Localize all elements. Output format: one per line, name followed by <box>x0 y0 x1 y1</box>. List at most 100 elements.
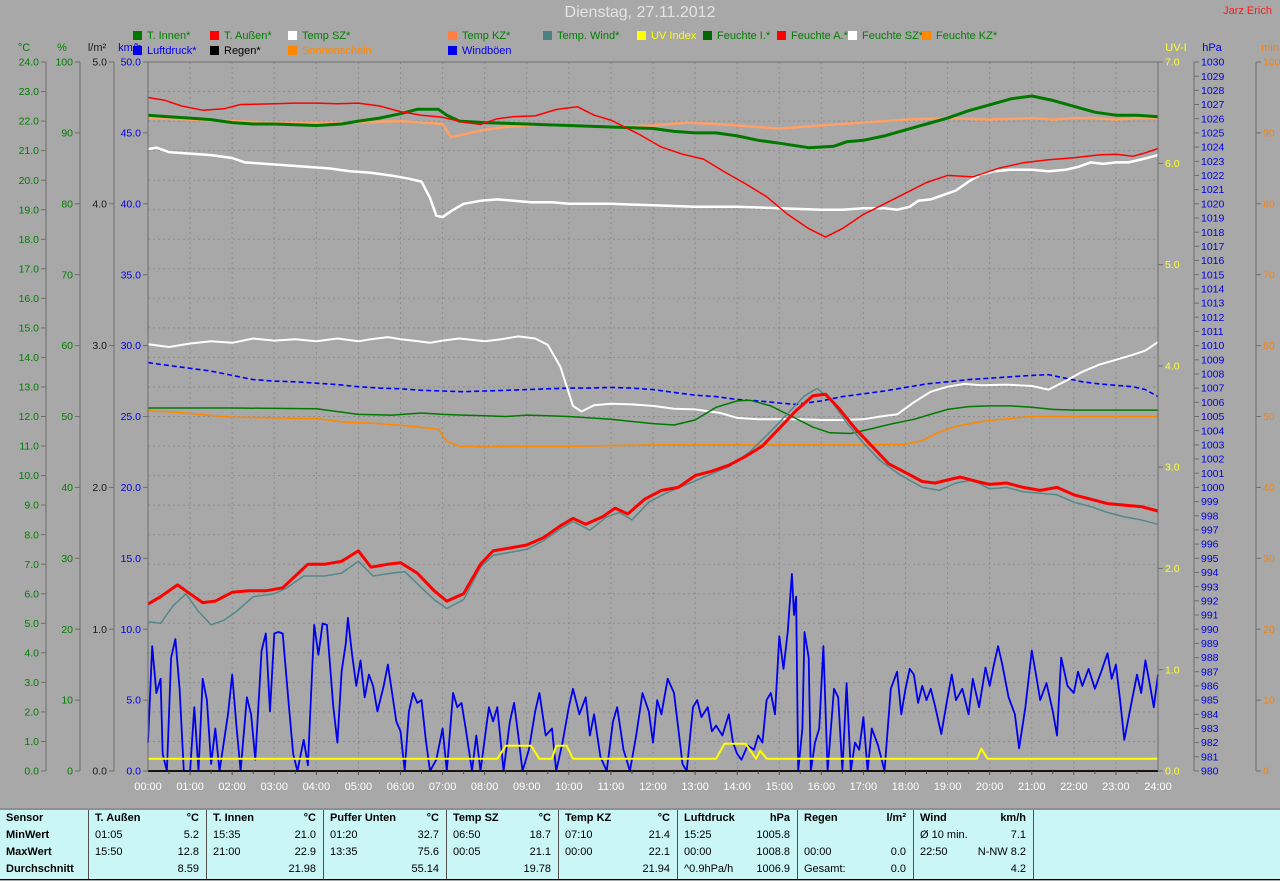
legend-item-feuchte-i-[interactable]: Feuchte I.* <box>703 29 770 42</box>
legend-item-temp-wind-[interactable]: Temp. Wind* <box>543 29 619 42</box>
svg-text:100: 100 <box>55 57 73 69</box>
legend-item-temp-kz-[interactable]: Temp KZ* <box>448 29 510 42</box>
svg-text:km/h: km/h <box>118 42 142 54</box>
legend-item-windb-en[interactable]: Windböen <box>448 44 512 57</box>
svg-text:2.0: 2.0 <box>92 482 107 494</box>
svg-text:17.0: 17.0 <box>19 263 40 275</box>
legend-item-regen-[interactable]: Regen* <box>210 44 261 57</box>
svg-text:1025: 1025 <box>1201 128 1225 140</box>
summary-row-label: MinWert <box>6 829 50 841</box>
chart-plot: 00:00 01:00 02:00 03:00 04:00 05:00 06:00 07:00… <box>18 42 1280 793</box>
svg-text:18.0: 18.0 <box>19 234 40 246</box>
svg-text:09:00: 09:00 <box>513 781 541 793</box>
legend-item-feuchte-sz-[interactable]: Feuchte SZ* <box>848 29 923 42</box>
summary-cell-value: °C <box>426 812 439 824</box>
svg-text:1024: 1024 <box>1201 142 1225 154</box>
legend-item-label: Luftdruck* <box>147 44 197 57</box>
summary-col-puffer-unten: Puffer Unten °C 01:20 32.7 13:35 75.6 55.14 <box>323 810 446 879</box>
svg-text:6.0: 6.0 <box>1165 158 1180 170</box>
summary-cell-left: 22:50 <box>920 846 948 858</box>
summary-row-label: Durchschnitt <box>6 863 74 875</box>
legend-swatch-icon <box>922 31 931 40</box>
series-windb-en <box>147 573 1159 772</box>
summary-cell-value: 1005.8 <box>756 829 790 841</box>
legend-swatch-icon <box>210 31 219 40</box>
summary-cell-left: 00:05 <box>453 846 481 858</box>
summary-cell-value: 1008.8 <box>756 846 790 858</box>
summary-cell-left: 06:50 <box>453 829 481 841</box>
svg-text:1022: 1022 <box>1201 170 1225 182</box>
legend-item-feuchte-a-[interactable]: Feuchte A.* <box>777 29 848 42</box>
summary-cell-value: hPa <box>769 812 790 824</box>
svg-text:20.0: 20.0 <box>19 175 40 187</box>
summary-cell-left: 15:50 <box>95 846 123 858</box>
svg-text:985: 985 <box>1201 695 1219 707</box>
summary-col-regen: Regen l/m² 00:00 0.0 Gesamt: 0.0 <box>797 810 913 879</box>
svg-text:986: 986 <box>1201 681 1219 693</box>
legend-item-luftdruck-[interactable]: Luftdruck* <box>133 44 197 57</box>
summary-cell-left: 01:05 <box>95 829 123 841</box>
summary-cell-left: Puffer Unten <box>330 812 396 824</box>
svg-text:9.0: 9.0 <box>24 500 39 512</box>
summary-cell-value: 22.1 <box>648 846 670 858</box>
summary-cell-left: Luftdruck <box>684 812 735 824</box>
legend-item-t-au-en-[interactable]: T. Außen* <box>210 29 272 42</box>
svg-text:90: 90 <box>1263 128 1275 140</box>
svg-text:40.0: 40.0 <box>121 198 142 210</box>
svg-text:1.0: 1.0 <box>1165 664 1180 676</box>
svg-text:°C: °C <box>18 42 30 54</box>
summary-filler <box>1033 810 1280 879</box>
legend-item-label: Feuchte KZ* <box>936 29 998 42</box>
legend-item-uv-index[interactable]: UV Index <box>637 29 696 42</box>
legend-item-temp-sz-[interactable]: Temp SZ* <box>288 29 350 42</box>
summary-cell-left: Temp KZ <box>565 812 612 824</box>
axis-lm2: l/m² 5.0 4.0 3.0 2.0 1.0 0.0 <box>88 42 115 778</box>
summary-cell-value: 0.0 <box>890 863 906 875</box>
x-axis-ticks <box>168 771 1138 775</box>
legend-item-label: T. Innen* <box>147 29 191 42</box>
svg-text:981: 981 <box>1201 751 1219 763</box>
legend-item-t-innen-[interactable]: T. Innen* <box>133 29 190 42</box>
legend-item-label: Temp. Wind* <box>557 29 620 42</box>
svg-text:998: 998 <box>1201 510 1219 522</box>
svg-text:980: 980 <box>1201 766 1219 778</box>
summary-cell-left: 00:00 <box>804 846 832 858</box>
svg-text:984: 984 <box>1201 709 1219 721</box>
svg-text:1030: 1030 <box>1201 57 1225 69</box>
svg-text:1014: 1014 <box>1201 284 1225 296</box>
svg-text:1023: 1023 <box>1201 156 1225 168</box>
svg-text:994: 994 <box>1201 567 1219 579</box>
svg-text:991: 991 <box>1201 610 1219 622</box>
axis-hpa: hPa 1030 1029 1028 1027 1026 1025 1024 1023 1022 1… <box>1193 42 1225 778</box>
svg-text:30: 30 <box>61 553 73 565</box>
summary-cell-value: l/m² <box>886 812 906 824</box>
summary-cell-value: °C <box>538 812 551 824</box>
summary-row-label: Sensor <box>6 812 44 824</box>
summary-cell-value: km/h <box>1000 812 1026 824</box>
svg-text:0: 0 <box>1263 766 1269 778</box>
legend-item-sonnenschein[interactable]: Sonnenschein <box>288 44 372 57</box>
summary-row-labels: Sensor MinWert MaxWert Durchschnitt <box>0 810 88 879</box>
legend-item-label: Feuchte SZ* <box>862 29 924 42</box>
summary-cell-value: °C <box>303 812 316 824</box>
legend-item-feuchte-kz-[interactable]: Feuchte KZ* <box>922 29 997 42</box>
summary-col-luftdruck: Luftdruck hPa 15:25 1005.8 00:00 1008.8 ^0.9hP… <box>677 810 797 879</box>
svg-text:20:00: 20:00 <box>976 781 1004 793</box>
svg-text:4.0: 4.0 <box>1165 361 1180 373</box>
svg-text:%: % <box>57 42 67 54</box>
svg-text:30: 30 <box>1263 553 1275 565</box>
svg-text:06:00: 06:00 <box>387 781 415 793</box>
svg-text:16:00: 16:00 <box>808 781 836 793</box>
author-label: Jarz Erich <box>1223 5 1272 17</box>
summary-cell-value: 22.9 <box>294 846 316 858</box>
series-luftdruck <box>147 361 1159 406</box>
summary-cell-left: Gesamt: <box>804 863 846 875</box>
svg-text:80: 80 <box>61 198 73 210</box>
summary-table: Sensor MinWert MaxWert Durchschnitt T. Außen… <box>0 808 1280 880</box>
legend-item-label: Temp SZ* <box>302 29 351 42</box>
series-temp-kz <box>147 116 1158 139</box>
svg-text:1010: 1010 <box>1201 340 1225 352</box>
svg-text:03:00: 03:00 <box>260 781 288 793</box>
svg-text:4.0: 4.0 <box>24 647 39 659</box>
